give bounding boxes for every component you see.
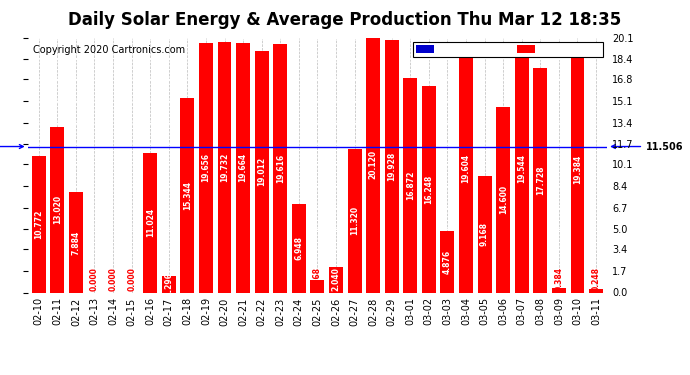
- Text: 11.320: 11.320: [350, 206, 359, 235]
- Bar: [589, 290, 603, 292]
- Text: 14.600: 14.600: [499, 185, 508, 214]
- Bar: [440, 231, 455, 292]
- Bar: [533, 68, 547, 292]
- Bar: [199, 43, 213, 292]
- Text: Copyright 2020 Cartronics.com: Copyright 2020 Cartronics.com: [33, 45, 186, 55]
- Bar: [273, 44, 287, 292]
- Bar: [50, 128, 64, 292]
- Bar: [459, 44, 473, 292]
- Text: 20.120: 20.120: [368, 150, 377, 179]
- Legend: Average (kWh), Daily  (kWh): Average (kWh), Daily (kWh): [413, 42, 602, 57]
- Bar: [217, 42, 231, 292]
- Bar: [515, 45, 529, 292]
- Text: 4.876: 4.876: [443, 249, 452, 274]
- Text: 0.968: 0.968: [313, 267, 322, 291]
- Text: 16.248: 16.248: [424, 175, 433, 204]
- Text: 0.000: 0.000: [127, 267, 136, 291]
- Bar: [404, 78, 417, 292]
- Bar: [69, 192, 83, 292]
- Bar: [32, 156, 46, 292]
- Text: 0.384: 0.384: [554, 267, 564, 291]
- Bar: [292, 204, 306, 292]
- Text: 2.040: 2.040: [331, 268, 340, 291]
- Bar: [366, 37, 380, 292]
- Text: 19.664: 19.664: [239, 153, 248, 182]
- Text: 19.384: 19.384: [573, 155, 582, 184]
- Text: 19.616: 19.616: [276, 153, 285, 183]
- Text: 1.296: 1.296: [164, 272, 173, 296]
- Text: 19.732: 19.732: [220, 153, 229, 182]
- Text: 16.872: 16.872: [406, 171, 415, 200]
- Text: 7.884: 7.884: [71, 230, 81, 255]
- Bar: [348, 149, 362, 292]
- Text: 13.020: 13.020: [53, 195, 62, 225]
- Text: 11.024: 11.024: [146, 208, 155, 237]
- Bar: [329, 267, 343, 292]
- Text: 19.012: 19.012: [257, 158, 266, 186]
- Bar: [162, 276, 176, 292]
- Text: 11.506: 11.506: [0, 141, 23, 152]
- Bar: [385, 40, 399, 292]
- Text: 0.000: 0.000: [90, 267, 99, 291]
- Text: 15.344: 15.344: [183, 181, 192, 210]
- Bar: [571, 46, 584, 292]
- Bar: [477, 176, 491, 292]
- Bar: [422, 86, 436, 292]
- Bar: [144, 153, 157, 292]
- Bar: [496, 107, 510, 292]
- Bar: [236, 43, 250, 292]
- Text: 19.656: 19.656: [201, 153, 210, 182]
- Bar: [552, 288, 566, 292]
- Text: 10.772: 10.772: [34, 210, 43, 239]
- Text: 0.248: 0.248: [591, 267, 600, 291]
- Text: 0.000: 0.000: [108, 267, 117, 291]
- Text: Daily Solar Energy & Average Production Thu Mar 12 18:35: Daily Solar Energy & Average Production …: [68, 11, 622, 29]
- Text: 11.506: 11.506: [611, 141, 684, 152]
- Bar: [180, 98, 195, 292]
- Text: 19.604: 19.604: [462, 154, 471, 183]
- Bar: [255, 51, 268, 292]
- Text: 17.728: 17.728: [536, 165, 545, 195]
- Text: 19.928: 19.928: [387, 152, 396, 181]
- Text: 19.544: 19.544: [518, 154, 526, 183]
- Text: 6.948: 6.948: [295, 236, 304, 260]
- Text: 9.168: 9.168: [480, 222, 489, 246]
- Bar: [310, 280, 324, 292]
